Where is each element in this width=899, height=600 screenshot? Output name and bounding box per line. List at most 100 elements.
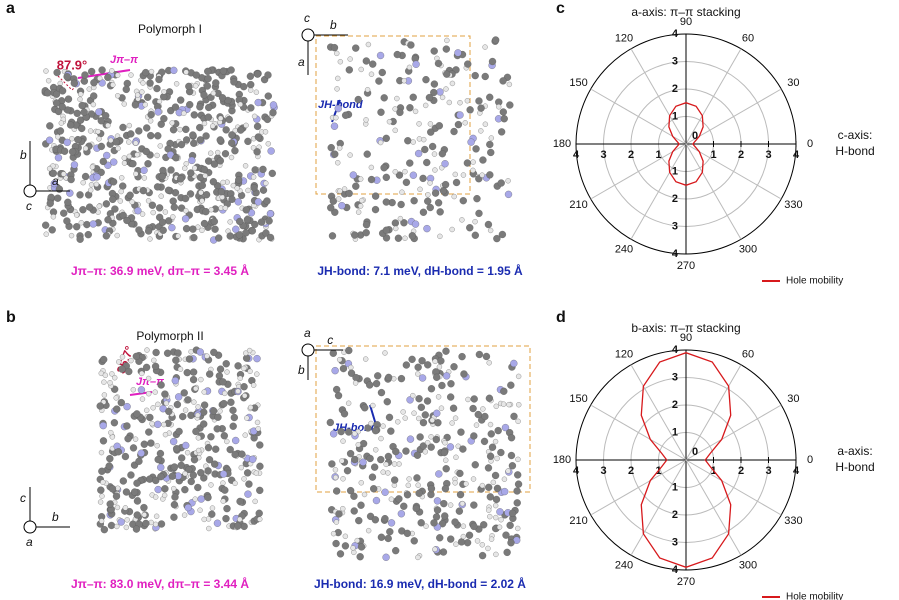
theta-grid-line [630, 48, 687, 145]
atom [254, 98, 262, 107]
atom [442, 440, 448, 446]
atom [118, 188, 124, 195]
atom [413, 451, 422, 459]
atom [345, 428, 353, 436]
atom [337, 188, 343, 194]
atom [416, 121, 422, 127]
atom [242, 206, 250, 214]
atom [263, 180, 269, 186]
atom [252, 498, 258, 505]
atom [493, 502, 499, 509]
atom [460, 523, 467, 529]
atom [395, 171, 404, 179]
atom [392, 127, 398, 133]
atom [73, 109, 81, 118]
atom [54, 107, 63, 116]
atom [159, 226, 167, 234]
atom [494, 455, 500, 462]
atom [355, 442, 361, 448]
atom [147, 111, 155, 119]
atom [52, 90, 61, 98]
atom [140, 80, 146, 86]
atom [363, 356, 369, 362]
theta-tick-label: 300 [739, 244, 757, 256]
atom [121, 155, 127, 161]
atom [496, 104, 502, 110]
atom [182, 165, 188, 171]
coupling-label: Jπ–π [110, 54, 138, 66]
atom [45, 78, 52, 84]
atom [170, 501, 179, 509]
atom [127, 471, 135, 479]
atom [347, 369, 356, 377]
atom [81, 172, 90, 181]
atom [408, 355, 416, 363]
atom [393, 50, 401, 59]
atom [139, 396, 146, 402]
atom [499, 77, 507, 85]
atom [498, 517, 504, 523]
atom [447, 535, 455, 543]
atom [460, 172, 467, 178]
atom [231, 450, 239, 459]
atom [449, 420, 455, 426]
atom [497, 179, 505, 187]
atom [209, 505, 216, 511]
atom [102, 232, 110, 240]
atom [139, 211, 146, 217]
atom [501, 487, 509, 496]
atom [427, 121, 434, 127]
atom [198, 189, 204, 196]
atom [45, 136, 54, 144]
atom [482, 352, 491, 361]
atom [141, 512, 147, 518]
atom [397, 215, 404, 222]
theta-grid-line [590, 404, 687, 461]
atom [358, 66, 364, 73]
atom [190, 456, 199, 464]
theta-grid-line [685, 459, 742, 556]
atom [380, 423, 386, 429]
atom [195, 447, 202, 454]
atom [144, 407, 150, 413]
r-tick-label: 1 [655, 149, 661, 161]
atom [473, 195, 481, 203]
atom [263, 197, 271, 205]
atom [158, 172, 166, 181]
atom [334, 104, 342, 113]
atom [245, 480, 253, 488]
atom [402, 235, 408, 241]
atom [197, 469, 205, 477]
r-tick-label: 3 [672, 55, 678, 67]
atom [246, 72, 255, 80]
r-tick-label: 3 [672, 220, 678, 232]
atom [78, 91, 84, 97]
atom [513, 499, 521, 507]
atom [354, 537, 360, 544]
atom [330, 43, 339, 52]
atom [78, 124, 86, 133]
atom [219, 470, 228, 478]
atom [377, 533, 386, 541]
atom [254, 133, 262, 141]
atom [185, 82, 193, 91]
atom [412, 504, 420, 513]
atom [406, 435, 415, 443]
atom [506, 521, 514, 529]
atom [235, 176, 243, 184]
atom [266, 233, 275, 242]
atom [181, 194, 190, 203]
atom [328, 460, 336, 468]
atom [369, 60, 377, 68]
atom [373, 447, 379, 453]
chart-title: a-axis: π–π stacking [631, 5, 740, 19]
atom [163, 400, 169, 406]
atom [335, 510, 343, 518]
atom [470, 432, 478, 440]
atom [165, 407, 173, 416]
atom [110, 158, 118, 166]
atom [396, 108, 404, 117]
atom [425, 440, 431, 446]
atom [419, 418, 428, 427]
atom [359, 440, 368, 448]
